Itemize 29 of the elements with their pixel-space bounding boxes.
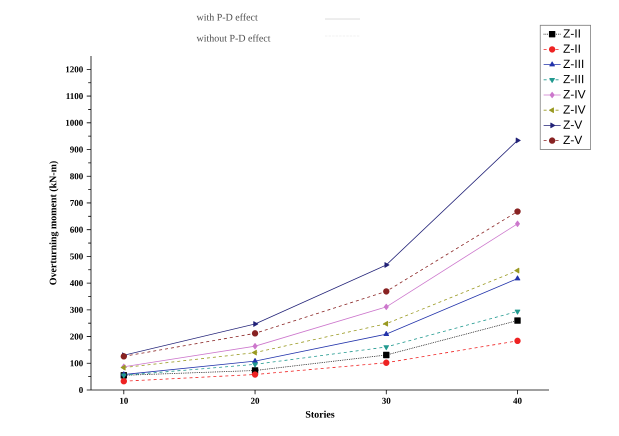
legend-label: Z-II [563, 44, 580, 53]
y-tick-label: 1000 [66, 120, 83, 126]
text: with P-D effect [196, 13, 258, 21]
y-tick-label: 900 [70, 146, 83, 153]
legend-label: Z-III [563, 60, 584, 68]
y-tick-label: 600 [70, 226, 83, 233]
legend-label: Z-V [563, 136, 582, 144]
x-axis-title: Stories [306, 410, 334, 418]
x-tick-label: 20 [250, 398, 260, 404]
y-tick-label: 700 [70, 200, 83, 206]
y-tick-label: 300 [70, 306, 83, 313]
x-tick-label: 10 [120, 398, 128, 404]
y-tick-label: 1100 [66, 93, 83, 100]
x-tick-label: 30 [382, 398, 390, 404]
y-tick-label: 400 [70, 280, 83, 286]
legend-label: Z-V [563, 120, 582, 129]
y-tick-label: 500 [70, 253, 83, 260]
legend-label: Z-III [563, 74, 584, 84]
legend-label: Z-II [563, 29, 580, 38]
legend-label: Z-IV [563, 90, 586, 98]
y-axis-title: Overturning moment (kN-m) [49, 161, 58, 285]
text: without P-D effect [196, 34, 270, 42]
y-tick-label: 0 [79, 386, 83, 394]
y-tick-label: 100 [70, 360, 83, 366]
x-tick-label: 40 [513, 398, 522, 404]
legend-label: Z-IV [563, 105, 586, 114]
y-tick-label: 200 [70, 334, 83, 340]
y-tick-label: 800 [70, 173, 83, 180]
y-tick-label: 1200 [66, 66, 83, 72]
